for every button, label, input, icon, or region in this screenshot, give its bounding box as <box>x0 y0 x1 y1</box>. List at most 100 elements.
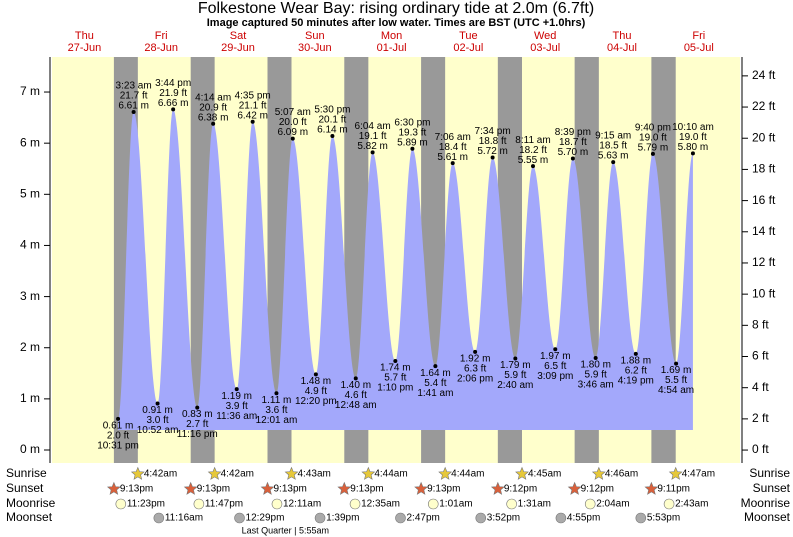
sunset-icon <box>567 481 582 495</box>
tide-time: 10:31 pm <box>97 440 139 451</box>
moonset-time: 1:39pm <box>326 513 359 524</box>
sunset-icon <box>337 481 352 495</box>
date-label: 03-Jul <box>530 42 560 54</box>
tide-time: 5:30 pm <box>314 105 350 116</box>
tide-feet-label: 18.4 ft <box>439 142 467 153</box>
tide-feet-label: 6.5 ft <box>544 361 566 372</box>
tide-height-label: 6.14 m <box>317 125 348 136</box>
tide-feet-label: 4.9 ft <box>305 386 327 397</box>
tide-height-label: 5.79 m <box>638 143 669 154</box>
date-label: 29-Jun <box>221 42 255 54</box>
tide-time: 7:34 pm <box>475 126 511 137</box>
weekday-label: Fri <box>155 30 168 42</box>
sunrise-icon <box>361 466 376 480</box>
y-tick-label: 0 m <box>20 442 40 456</box>
tide-time: 9:40 pm <box>635 123 671 134</box>
row-label: Moonset <box>744 510 791 524</box>
moonrise-icon <box>271 498 283 510</box>
row-label: Moonset <box>6 510 53 524</box>
sunset-time: 9:12pm <box>581 484 614 495</box>
moonset-icon <box>234 512 245 524</box>
high-tide-point <box>570 156 575 161</box>
high-tide-point <box>410 146 415 151</box>
date-label: 05-Jul <box>684 42 714 54</box>
low-tide-point <box>234 387 239 392</box>
moonset-icon <box>395 512 406 524</box>
moonrise-icon <box>506 498 517 510</box>
tide-feet-label: 18.5 ft <box>599 141 627 152</box>
y2-tick-label: 18 ft <box>752 162 776 176</box>
tide-time: 6:30 pm <box>394 117 430 128</box>
tide-time: 1:41 am <box>417 388 453 399</box>
row-label: Moonrise <box>6 496 56 510</box>
tide-height-label: 5.80 m <box>678 142 709 153</box>
high-tide-point <box>490 155 495 160</box>
tide-feet-label: 18.8 ft <box>479 136 507 147</box>
weekday-label: Thu <box>613 30 632 42</box>
moonset-time: 12:29pm <box>246 513 285 524</box>
tide-feet-label: 21.9 ft <box>159 88 187 99</box>
high-tide-point <box>370 150 375 155</box>
high-tide-point <box>530 164 535 169</box>
tide-time: 8:39 pm <box>555 127 591 138</box>
tide-time: 6:04 am <box>355 121 391 132</box>
tide-height-label: 1.92 m <box>460 353 491 364</box>
low-tide-point <box>633 351 638 356</box>
high-tide-point <box>690 151 695 156</box>
moonrise-time: 12:35am <box>361 499 400 510</box>
high-tide-point <box>290 136 295 141</box>
moonset-icon <box>635 512 647 524</box>
sunset-time: 9:13pm <box>427 484 460 495</box>
moonrise-time: 11:47pm <box>205 499 243 510</box>
tide-feet-label: 3.6 ft <box>265 405 287 416</box>
date-label: 28-Jun <box>144 42 178 54</box>
tide-time: 4:14 am <box>195 92 231 103</box>
y2-tick-label: 14 ft <box>752 224 776 238</box>
tide-height-label: 6.66 m <box>158 98 189 109</box>
weekday-label: Fri <box>692 30 705 42</box>
low-tide-point <box>116 416 121 421</box>
sunset-icon <box>183 481 198 495</box>
tide-feet-label: 6.2 ft <box>625 366 647 377</box>
low-tide-point <box>155 401 160 406</box>
tide-feet-label: 19.3 ft <box>398 127 426 138</box>
tide-feet-label: 18.2 ft <box>519 145 547 156</box>
tide-feet-label: 20.0 ft <box>279 117 307 128</box>
moonset-icon <box>153 512 165 524</box>
low-tide-point <box>553 347 558 352</box>
date-label: 02-Jul <box>453 42 483 54</box>
tide-feet-label: 19.0 ft <box>679 132 707 143</box>
y2-tick-label: 6 ft <box>752 349 769 363</box>
tide-feet-label: 18.7 ft <box>559 137 587 148</box>
tide-time: 11:16 pm <box>177 429 218 440</box>
tide-height-label: 0.83 m <box>182 409 213 420</box>
low-tide-point <box>313 372 318 377</box>
tide-feet-label: 19.0 ft <box>639 133 667 144</box>
y2-tick-label: 12 ft <box>752 255 776 269</box>
sunset-time: 9:13pm <box>197 484 230 495</box>
tide-time: 5:07 am <box>275 107 311 118</box>
tide-time: 3:44 pm <box>155 78 191 89</box>
tide-height-label: 1.11 m <box>262 395 292 406</box>
y-tick-label: 5 m <box>20 186 40 200</box>
tide-feet-label: 5.9 ft <box>585 370 607 381</box>
date-label: 27-Jun <box>68 42 102 54</box>
tide-height-label: 6.09 m <box>277 127 308 138</box>
weekday-label: Sun <box>305 30 325 42</box>
tide-height-label: 0.91 m <box>142 405 173 416</box>
tide-feet-label: 6.3 ft <box>464 363 486 374</box>
y-tick-label: 4 m <box>20 238 40 252</box>
plot: 0 m 1 m 2 m 3 m 4 m 5 m 6 m 7 m 0 ft 2 ft 4 ft 6 ft… <box>6 30 791 535</box>
moonrise-icon <box>349 498 361 510</box>
y2-tick-label: 10 ft <box>752 286 776 300</box>
tide-time: 4:19 pm <box>618 376 654 387</box>
high-tide-point <box>650 151 655 156</box>
tide-feet-label: 20.9 ft <box>199 102 227 113</box>
y2-tick-label: 8 ft <box>752 317 769 331</box>
moonset-time: 3:52pm <box>487 513 520 524</box>
sunrise-icon <box>668 466 683 480</box>
row-label: Sunrise <box>6 466 47 480</box>
sunset-icon <box>106 481 121 495</box>
y-tick-label: 6 m <box>20 135 40 149</box>
y2-tick-label: 16 ft <box>752 193 776 207</box>
